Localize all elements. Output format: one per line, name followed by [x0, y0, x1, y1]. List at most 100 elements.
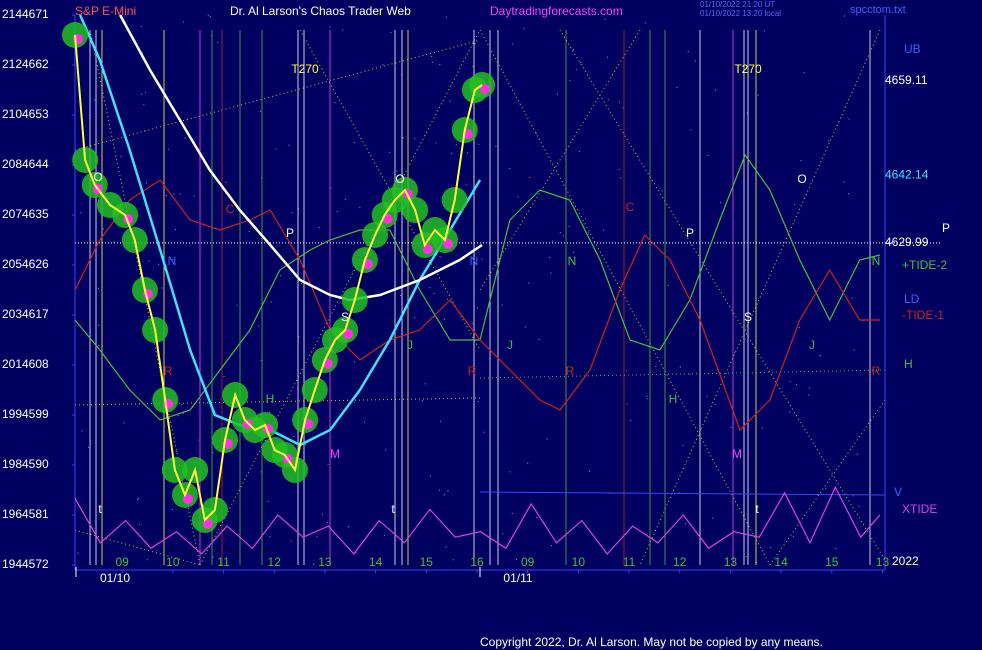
y-tick-label: 4671: [22, 7, 49, 21]
side-label: 2022: [892, 554, 919, 568]
star: [144, 92, 147, 94]
star: [385, 449, 387, 451]
star: [421, 399, 423, 402]
x-tick-label: 13: [724, 555, 738, 569]
star: [177, 415, 179, 417]
star: [477, 400, 479, 403]
fan-line: [199, 29, 481, 566]
side-label: H: [904, 357, 913, 371]
star: [81, 430, 83, 432]
annotation: H: [266, 392, 275, 406]
star: [517, 196, 519, 198]
star: [275, 148, 277, 150]
star: [769, 546, 771, 549]
star: [363, 421, 366, 423]
star: [719, 202, 722, 204]
annotation: M: [732, 447, 742, 461]
y-tick-label: 4590: [22, 457, 49, 471]
star: [123, 422, 125, 424]
star: [529, 176, 531, 179]
star: [431, 55, 433, 58]
annotation: O: [395, 172, 404, 186]
chart-title: Dr. Al Larson's Chaos Trader Web: [230, 4, 411, 18]
side-label: LD: [904, 292, 920, 306]
star: [757, 94, 759, 96]
y-alt-tick-label: 208: [2, 157, 22, 171]
star: [798, 327, 800, 329]
star: [763, 30, 765, 32]
star: [808, 387, 810, 389]
star: [576, 69, 578, 71]
star: [676, 86, 678, 89]
star: [165, 194, 167, 197]
star: [455, 144, 457, 146]
annotation: P: [286, 226, 294, 240]
price-dot: [343, 329, 354, 339]
star: [579, 61, 582, 64]
y-alt-tick-label: 199: [2, 407, 22, 421]
star: [77, 552, 79, 554]
star: [483, 431, 485, 433]
copyright: Copyright 2022, Dr. Al Larson. May not b…: [480, 635, 823, 649]
fan-line: [639, 29, 881, 566]
star: [94, 99, 96, 101]
star: [172, 258, 174, 260]
x-tick-label: 10: [166, 555, 180, 569]
star: [546, 438, 548, 440]
star: [562, 235, 565, 237]
legend-entry: -TIDE-1: [902, 308, 944, 322]
x-tick-label: 13: [318, 555, 332, 569]
star: [447, 298, 449, 300]
star: [572, 49, 575, 51]
star: [290, 540, 292, 542]
star: [535, 132, 537, 135]
x-tick-label: 11: [623, 555, 636, 569]
star: [667, 285, 669, 287]
star: [344, 198, 346, 201]
annotation: t: [98, 502, 102, 516]
star: [606, 56, 609, 58]
star: [572, 251, 574, 253]
star: [138, 497, 140, 499]
star: [140, 25, 142, 28]
star: [661, 190, 663, 192]
symbol: S&P E-Mini: [75, 4, 136, 18]
star: [620, 177, 622, 179]
star: [465, 184, 467, 186]
fan-line: [769, 399, 886, 566]
star: [269, 536, 271, 538]
star: [645, 22, 647, 24]
level-label: 4629.99: [885, 235, 929, 249]
star: [148, 260, 150, 262]
star: [502, 533, 504, 535]
fan-line: [479, 29, 771, 566]
level-label: 4659.11: [885, 73, 928, 87]
star: [396, 170, 398, 172]
x-tick-label: 13: [876, 555, 890, 569]
star: [138, 523, 141, 526]
star: [550, 545, 553, 547]
star: [440, 420, 442, 422]
y-tick-label: 4653: [22, 107, 49, 121]
star: [706, 395, 708, 397]
star: [679, 366, 681, 368]
star: [400, 294, 402, 297]
star: [714, 403, 716, 405]
star: [556, 93, 559, 95]
legend-entry: +TIDE-2: [902, 258, 947, 272]
stamp: 01/10/2022 13:20 local: [700, 9, 781, 18]
star: [439, 64, 441, 66]
star: [225, 181, 227, 183]
star: [98, 344, 100, 346]
star: [730, 427, 732, 429]
annotation: C: [626, 200, 635, 214]
x-tick-label: 10: [572, 555, 586, 569]
series-line: [119, 14, 483, 302]
y-tick-label: 4617: [22, 307, 49, 321]
star: [327, 463, 329, 465]
annotation: t: [391, 502, 395, 516]
star: [447, 490, 449, 492]
band-line: [479, 491, 886, 496]
file-name: spcctom.txt: [850, 4, 906, 16]
star: [102, 228, 105, 230]
